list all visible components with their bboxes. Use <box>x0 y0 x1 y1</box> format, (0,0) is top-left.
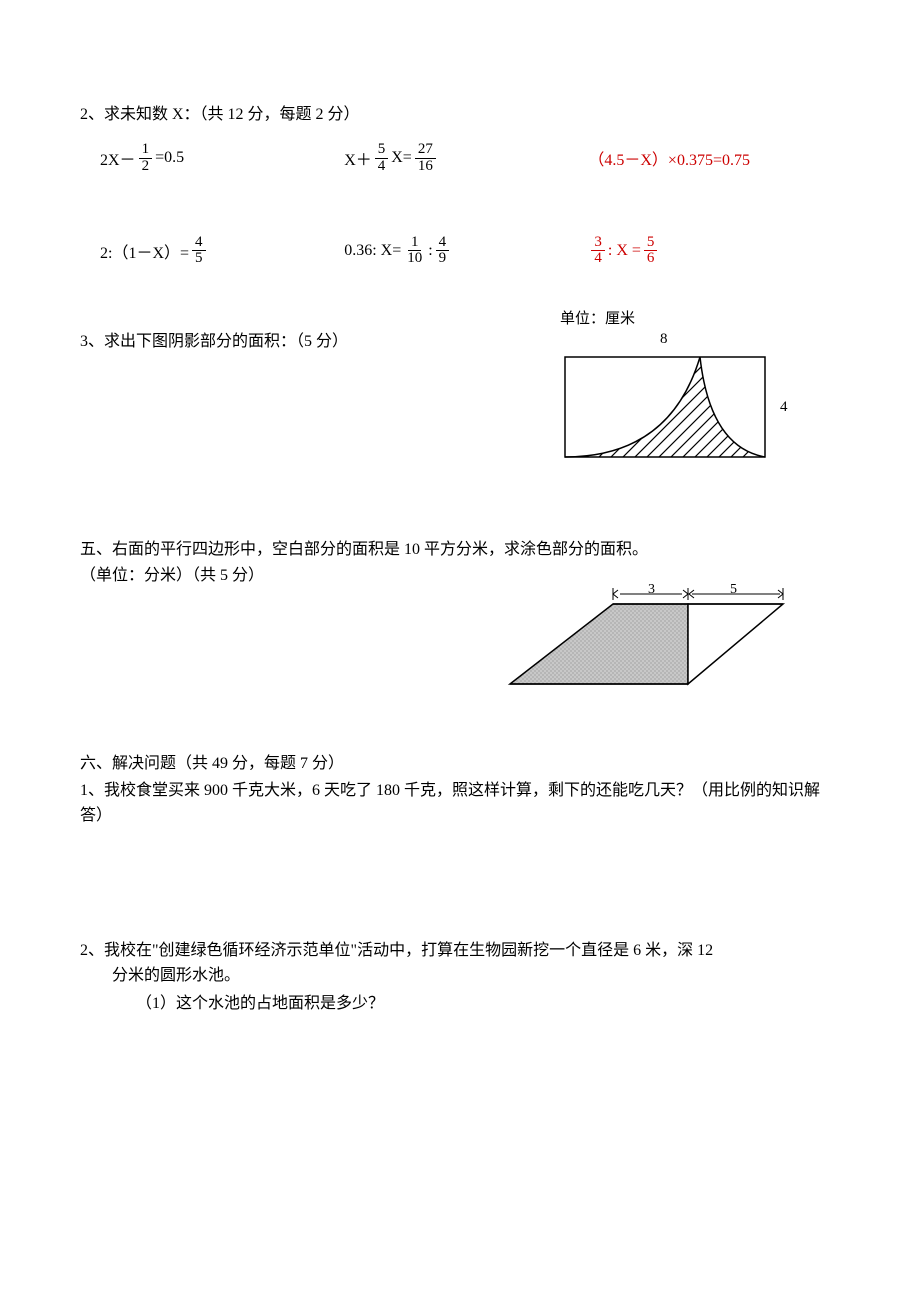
q2-eq-6: 3 4 : X = 5 6 <box>588 235 832 268</box>
q6-header: 六、解决问题（共 49 分，每题 7 分） <box>80 749 840 773</box>
q5-figure: 3 5 <box>80 584 840 689</box>
fraction: 5 6 <box>644 235 658 268</box>
shade-figure-svg <box>560 352 770 472</box>
dim-a-text: 3 <box>648 584 655 597</box>
q2-row1: 2X－ 1 2 =0.5 X＋ 5 4 X= 27 16 （4.5－X）×0.3… <box>80 142 840 175</box>
dim-h: 4 <box>780 399 788 416</box>
fraction: 5 4 <box>375 142 389 175</box>
fraction: 1 2 <box>139 142 153 175</box>
fraction: 4 5 <box>192 235 206 268</box>
q6-p2-line1: 2、我校在"创建绿色循环经济示范单位"活动中，打算在生物园新挖一个直径是 6 米… <box>80 939 840 964</box>
eq-text: 0.36: X= <box>344 242 401 260</box>
eq-text: =0.5 <box>155 149 184 167</box>
q3-block: 3、求出下图阴影部分的面积：（5 分） 单位：厘米 8 4 <box>80 307 840 477</box>
dim-w: 8 <box>660 331 668 348</box>
fraction: 1 10 <box>404 235 425 268</box>
q2-eq-4: 2:（1－X）= 4 5 <box>100 235 344 268</box>
q6-p2: 2、我校在"创建绿色循环经济示范单位"活动中，打算在生物园新挖一个直径是 6 米… <box>80 939 840 1017</box>
q3-figure: 单位：厘米 8 4 <box>560 307 770 477</box>
fraction: 3 4 <box>591 235 605 268</box>
q2-eq-1: 2X－ 1 2 =0.5 <box>100 142 344 175</box>
q2-eq-5: 0.36: X= 1 10 : 4 9 <box>344 235 588 268</box>
q2-eq-3: （4.5－X）×0.375=0.75 <box>588 142 832 175</box>
q6-p2-sub: （1）这个水池的占地面积是多少？ <box>80 992 840 1017</box>
unit-label: 单位：厘米 <box>560 307 770 328</box>
q6-p2-line2: 分米的圆形水池。 <box>80 964 840 989</box>
dim-b-text: 5 <box>730 584 737 597</box>
q5-line1: 五、右面的平行四边形中，空白部分的面积是 10 平方分米，求涂色部分的面积。 <box>80 537 840 563</box>
eq-text: （4.5－X）×0.375=0.75 <box>588 146 750 170</box>
fraction: 4 9 <box>436 235 450 268</box>
q3-text: 3、求出下图阴影部分的面积：（5 分） <box>80 307 560 351</box>
eq-text: 2X－ <box>100 146 136 170</box>
eq-text: : <box>428 242 432 260</box>
q5-block: 五、右面的平行四边形中，空白部分的面积是 10 平方分米，求涂色部分的面积。 （… <box>80 537 840 689</box>
parallelogram-svg: 3 5 <box>500 584 800 689</box>
q2-header: 2、求未知数 X：（共 12 分，每题 2 分） <box>80 100 840 124</box>
q6-p1: 1、我校食堂买来 900 千克大米，6 天吃了 180 千克，照这样计算，剩下的… <box>80 779 840 829</box>
q2-row2: 2:（1－X）= 4 5 0.36: X= 1 10 : 4 9 3 4 : X… <box>80 235 840 268</box>
eq-text: X= <box>391 149 412 167</box>
eq-text: X＋ <box>344 146 372 170</box>
eq-text: : X = <box>608 242 641 260</box>
eq-text: 2:（1－X）= <box>100 239 189 263</box>
fraction: 27 16 <box>415 142 436 175</box>
q2-eq-2: X＋ 5 4 X= 27 16 <box>344 142 588 175</box>
